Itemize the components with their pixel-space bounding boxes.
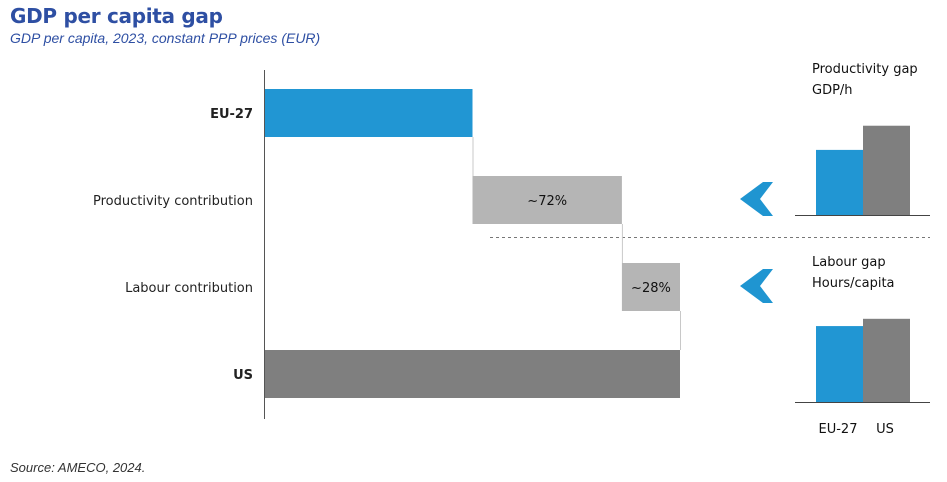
productivity-gap-chart: Productivity gap GDP/h — [795, 62, 930, 216]
mini-tick-label: EU-27 — [819, 422, 858, 437]
chevron-left-icon — [740, 269, 773, 303]
mini-bar — [863, 125, 910, 215]
labour-gap-chart: Labour gap Hours/capita EU-27 US — [795, 255, 930, 437]
mini-chart-title: Productivity gap — [812, 62, 918, 77]
waterfall-bar — [265, 350, 680, 398]
chevron-left-icon — [740, 182, 773, 216]
mini-bar — [816, 326, 863, 402]
category-label: Labour contribution — [125, 281, 253, 296]
waterfall-bar — [472, 176, 622, 224]
waterfall-bar — [265, 89, 473, 137]
mini-chart-unit: Hours/capita — [812, 276, 895, 291]
category-label: Productivity contribution — [93, 194, 253, 209]
source-note: Source: AMECO, 2024. — [10, 460, 146, 475]
waterfall-chart: EU-27 Productivity contribution ~72% Labour… — [93, 89, 681, 398]
category-label: EU-27 — [210, 107, 253, 122]
chart-title: GDP per capita gap — [10, 4, 223, 28]
mini-chart-title: Labour gap — [812, 255, 886, 270]
chart-subtitle: GDP per capita, 2023, constant PPP price… — [10, 30, 321, 46]
category-label: US — [233, 368, 253, 383]
mini-bar — [816, 149, 863, 215]
mini-tick-label: US — [876, 422, 894, 437]
waterfall-bar — [621, 263, 680, 311]
bar-value-label: ~72% — [527, 194, 567, 209]
mini-chart-unit: GDP/h — [812, 83, 853, 98]
mini-bar — [863, 318, 910, 402]
bar-value-label: ~28% — [631, 281, 671, 296]
